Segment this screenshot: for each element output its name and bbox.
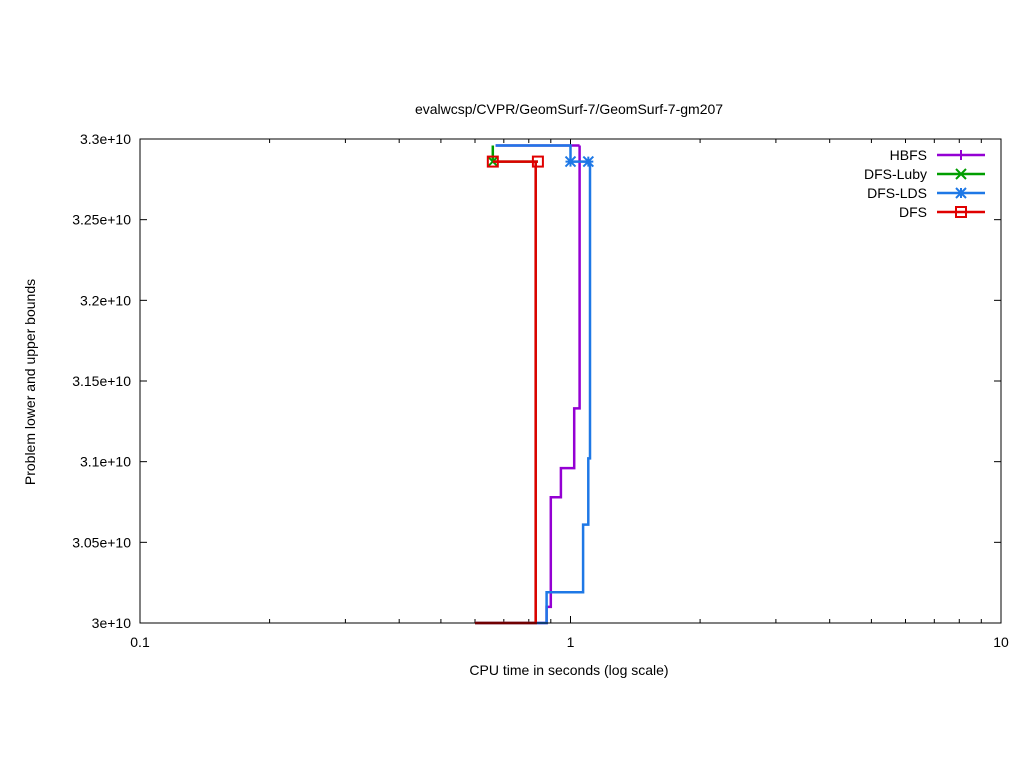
x-tick-label: 1	[567, 634, 575, 650]
series-dfs-luby-upper-line	[491, 145, 538, 163]
legend-marker-dfs-luby	[955, 168, 967, 180]
axis-ticks: 3e+10 3.05e+10 3.1e+10 3.15e+10 3.2e+10 3.25e…	[72, 131, 1009, 650]
series-dfs-marker	[531, 155, 544, 168]
y-tick-label: 3.25e+10	[72, 212, 131, 228]
legend-label-hbfs: HBFS	[890, 147, 927, 163]
series-dfs-lds-upper-line	[495, 144, 589, 163]
x-tick-label: 0.1	[130, 634, 150, 650]
y-tick-label: 3.1e+10	[80, 454, 131, 470]
y-axis-label: Problem lower and upper bounds	[22, 279, 38, 485]
series-dfs-lower-line	[475, 161, 537, 625]
legend-label-dfs-lds: DFS-LDS	[867, 185, 927, 201]
series-dfs-lds-marker	[564, 155, 577, 168]
series-dfs-marker	[486, 155, 499, 168]
series-dfs-lds-marker	[582, 155, 595, 168]
legend-label-dfs: DFS	[899, 204, 927, 220]
y-tick-label: 3.2e+10	[80, 292, 131, 308]
y-tick-label: 3e+10	[92, 615, 132, 631]
series-dfs-luby-lower-line	[475, 161, 537, 625]
legend-marker-hbfs	[956, 150, 966, 160]
legend-label-dfs-luby: DFS-Luby	[864, 166, 927, 182]
legend: HBFS DFS-Luby DFS-LDS DFS	[864, 147, 985, 220]
chart-title: evalwcsp/CVPR/GeomSurf-7/GeomSurf-7-gm20…	[415, 101, 723, 117]
legend-marker-dfs-lds	[955, 187, 967, 199]
x-axis-label: CPU time in seconds (log scale)	[469, 662, 668, 678]
y-tick-label: 3.15e+10	[72, 373, 131, 389]
series-hbfs-lower-line	[475, 145, 581, 625]
series-layer	[475, 144, 595, 625]
x-tick-label: 10	[993, 634, 1009, 650]
legend-marker-dfs	[955, 206, 967, 218]
plot-frame	[139, 138, 1002, 624]
y-tick-label: 3.3e+10	[80, 131, 131, 147]
y-tick-label: 3.05e+10	[72, 534, 131, 550]
series-dfs-lds-lower-line	[475, 161, 592, 625]
